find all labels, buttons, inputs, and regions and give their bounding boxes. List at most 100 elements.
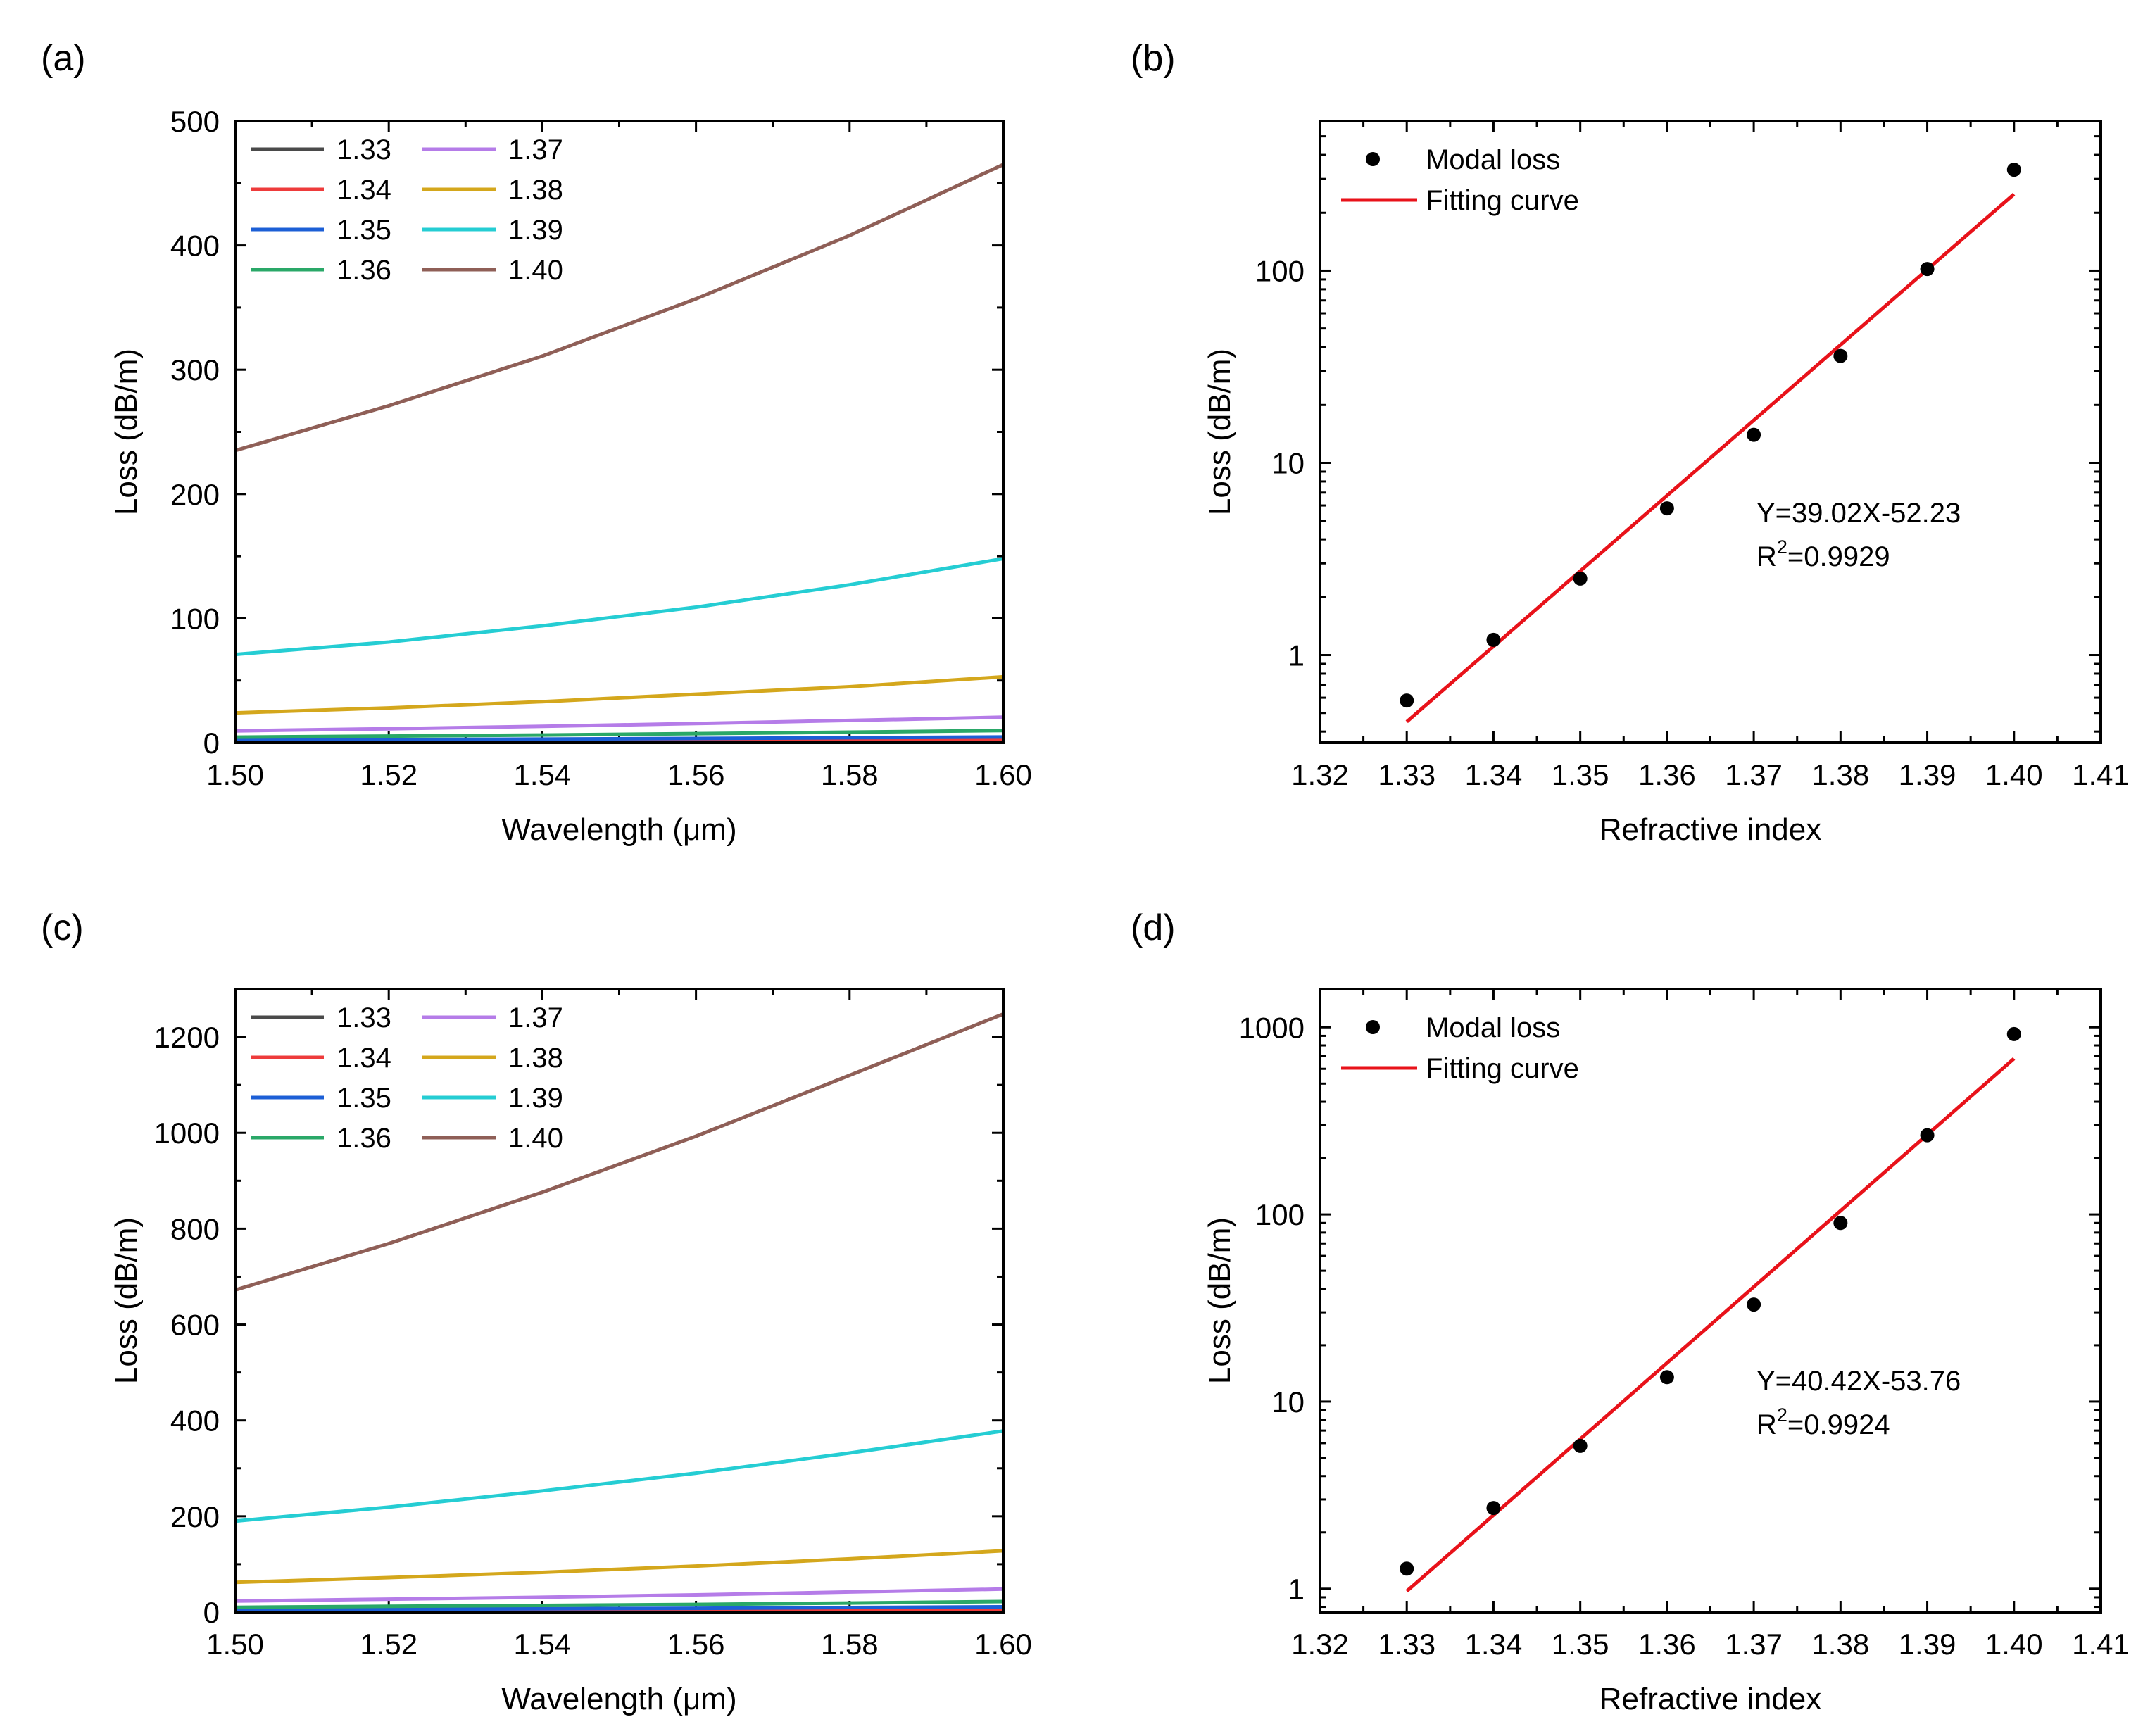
y-tick-label: 300 [170, 353, 220, 386]
x-tick-label: 1.32 [1291, 1628, 1349, 1661]
fitting-curve-line [1405, 1057, 2016, 1593]
panel-label-b: (b) [1131, 38, 1176, 79]
r-squared-superscript: 2 [1777, 536, 1787, 558]
y-tick-label: 400 [170, 229, 220, 263]
x-tick-label: 1.40 [1985, 758, 2043, 791]
legend-label-1-35: 1.35 [337, 1083, 391, 1114]
series-line-1-38 [235, 1549, 1003, 1585]
legend-label-1-38: 1.38 [508, 1043, 563, 1074]
x-tick-label: 1.50 [206, 758, 264, 791]
plot-frame [1319, 988, 2102, 1614]
x-tick-label: 1.58 [821, 758, 879, 791]
series-line-1-40 [235, 163, 1003, 453]
y-tick-label: 1000 [1239, 1011, 1305, 1044]
r-squared-superscript: 2 [1777, 1404, 1787, 1426]
fitting-curve-line [1405, 192, 2016, 724]
legend-label-1-40: 1.40 [508, 255, 563, 286]
modal-loss-point [1486, 1501, 1501, 1516]
x-tick-label: 1.50 [206, 1628, 264, 1661]
modal-loss-point [1400, 693, 1414, 708]
legend-label-1-37: 1.37 [508, 1002, 563, 1033]
series-line-1-39 [235, 1429, 1003, 1523]
x-tick-label: 1.52 [360, 1628, 417, 1661]
chart-d-loss-vs-refractive-index: 1.32 1.33 1.34 1.35 1.36 1.37 1.38 1.39 1.40 1.41… [1202, 988, 2130, 1716]
x-tick-label: 1.34 [1465, 758, 1523, 791]
series-line-1-37 [235, 1587, 1003, 1603]
x-tick-label: 1.35 [1552, 758, 1609, 791]
y-tick-label: 500 [170, 105, 220, 138]
chart-b-loss-vs-refractive-index: 1.32 1.33 1.34 1.35 1.36 1.37 1.38 1.39 1.40 1.41… [1202, 120, 2130, 847]
modal-loss-point [1400, 1561, 1414, 1576]
modal-loss-point [1920, 1128, 1935, 1143]
modal-loss-point [1659, 1370, 1674, 1385]
x-axis-label: Refractive index [1600, 1682, 1821, 1716]
x-tick-label: 1.37 [1725, 758, 1783, 791]
series-line-1-37 [235, 715, 1003, 733]
panel-label-d: (d) [1131, 907, 1176, 948]
legend-label-1-33: 1.33 [337, 1002, 391, 1033]
x-tick-label: 1.38 [1811, 1628, 1869, 1661]
series-line-1-39 [235, 557, 1003, 657]
y-tick-label: 1000 [154, 1117, 220, 1150]
y-axis-label: Loss (dB/m) [109, 348, 144, 515]
legend-label-1-39: 1.39 [508, 1083, 563, 1114]
series-line-1-40 [235, 1012, 1003, 1292]
modal-loss-point [1920, 262, 1935, 277]
x-tick-label: 1.40 [1985, 1628, 2043, 1661]
y-axis-label: Loss (dB/m) [1202, 348, 1237, 515]
x-tick-label: 1.33 [1378, 1628, 1435, 1661]
y-axis-label: Loss (dB/m) [109, 1217, 144, 1384]
legend-label-fitting-curve: Fitting curve [1426, 1053, 1579, 1084]
legend-label-1-37: 1.37 [508, 134, 563, 165]
y-axis-label: Loss (dB/m) [1202, 1217, 1237, 1384]
r-squared-prefix: R [1756, 541, 1777, 572]
x-tick-label: 1.33 [1378, 758, 1435, 791]
legend-label-1-34: 1.34 [337, 1043, 391, 1074]
y-tick-label: 400 [170, 1404, 220, 1438]
series-group [235, 163, 1003, 743]
y-tick-label: 0 [203, 1596, 220, 1629]
x-tick-label: 1.36 [1638, 1628, 1696, 1661]
x-tick-label: 1.38 [1811, 758, 1869, 791]
legend-label-fitting-curve: Fitting curve [1426, 185, 1579, 216]
y-tick-label: 1200 [154, 1021, 220, 1054]
y-tick-label: 100 [1255, 1198, 1305, 1231]
x-tick-label: 1.56 [667, 1628, 725, 1661]
fit-equation: Y=39.02X-52.23 [1756, 498, 1961, 529]
panel-label-a: (a) [41, 38, 86, 79]
x-tick-label: 1.52 [360, 758, 417, 791]
modal-loss-point [1573, 1438, 1588, 1453]
legend-label-1-36: 1.36 [337, 1123, 391, 1154]
y-tick-label: 100 [170, 602, 220, 635]
plot-frame [234, 120, 1005, 744]
x-tick-label: 1.54 [514, 1628, 572, 1661]
x-tick-label: 1.39 [1899, 758, 1956, 791]
modal-loss-point [1747, 1297, 1761, 1312]
plot-frame [1319, 120, 2102, 744]
y-tick-label: 800 [170, 1212, 220, 1245]
series-line-1-38 [235, 674, 1003, 715]
x-tick-label: 1.41 [2072, 758, 2130, 791]
plot-frame [234, 988, 1005, 1614]
x-tick-label: 1.36 [1638, 758, 1696, 791]
y-tick-label: 10 [1271, 446, 1305, 479]
y-tick-label: 1 [1288, 1573, 1305, 1606]
modal-loss-point [1833, 348, 1848, 363]
x-axis-label: Wavelength (μm) [501, 1682, 736, 1716]
legend-marker-modal-loss [1366, 1020, 1380, 1034]
modal-loss-point [1486, 632, 1501, 647]
y-tick-label: 600 [170, 1309, 220, 1342]
legend-label-1-39: 1.39 [508, 215, 563, 246]
fit-equation: Y=40.42X-53.76 [1756, 1366, 1961, 1397]
modal-loss-point [1573, 571, 1588, 586]
x-tick-label: 1.37 [1725, 1628, 1783, 1661]
x-tick-label: 1.39 [1899, 1628, 1956, 1661]
x-axis-label: Wavelength (μm) [501, 812, 736, 847]
legend-label-1-33: 1.33 [337, 134, 391, 165]
legend-label-1-40: 1.40 [508, 1123, 563, 1154]
legend-marker-modal-loss [1366, 152, 1380, 166]
x-tick-label: 1.56 [667, 758, 725, 791]
y-tick-label: 100 [1255, 254, 1305, 287]
modal-loss-point [1833, 1216, 1848, 1231]
x-tick-label: 1.60 [974, 758, 1032, 791]
